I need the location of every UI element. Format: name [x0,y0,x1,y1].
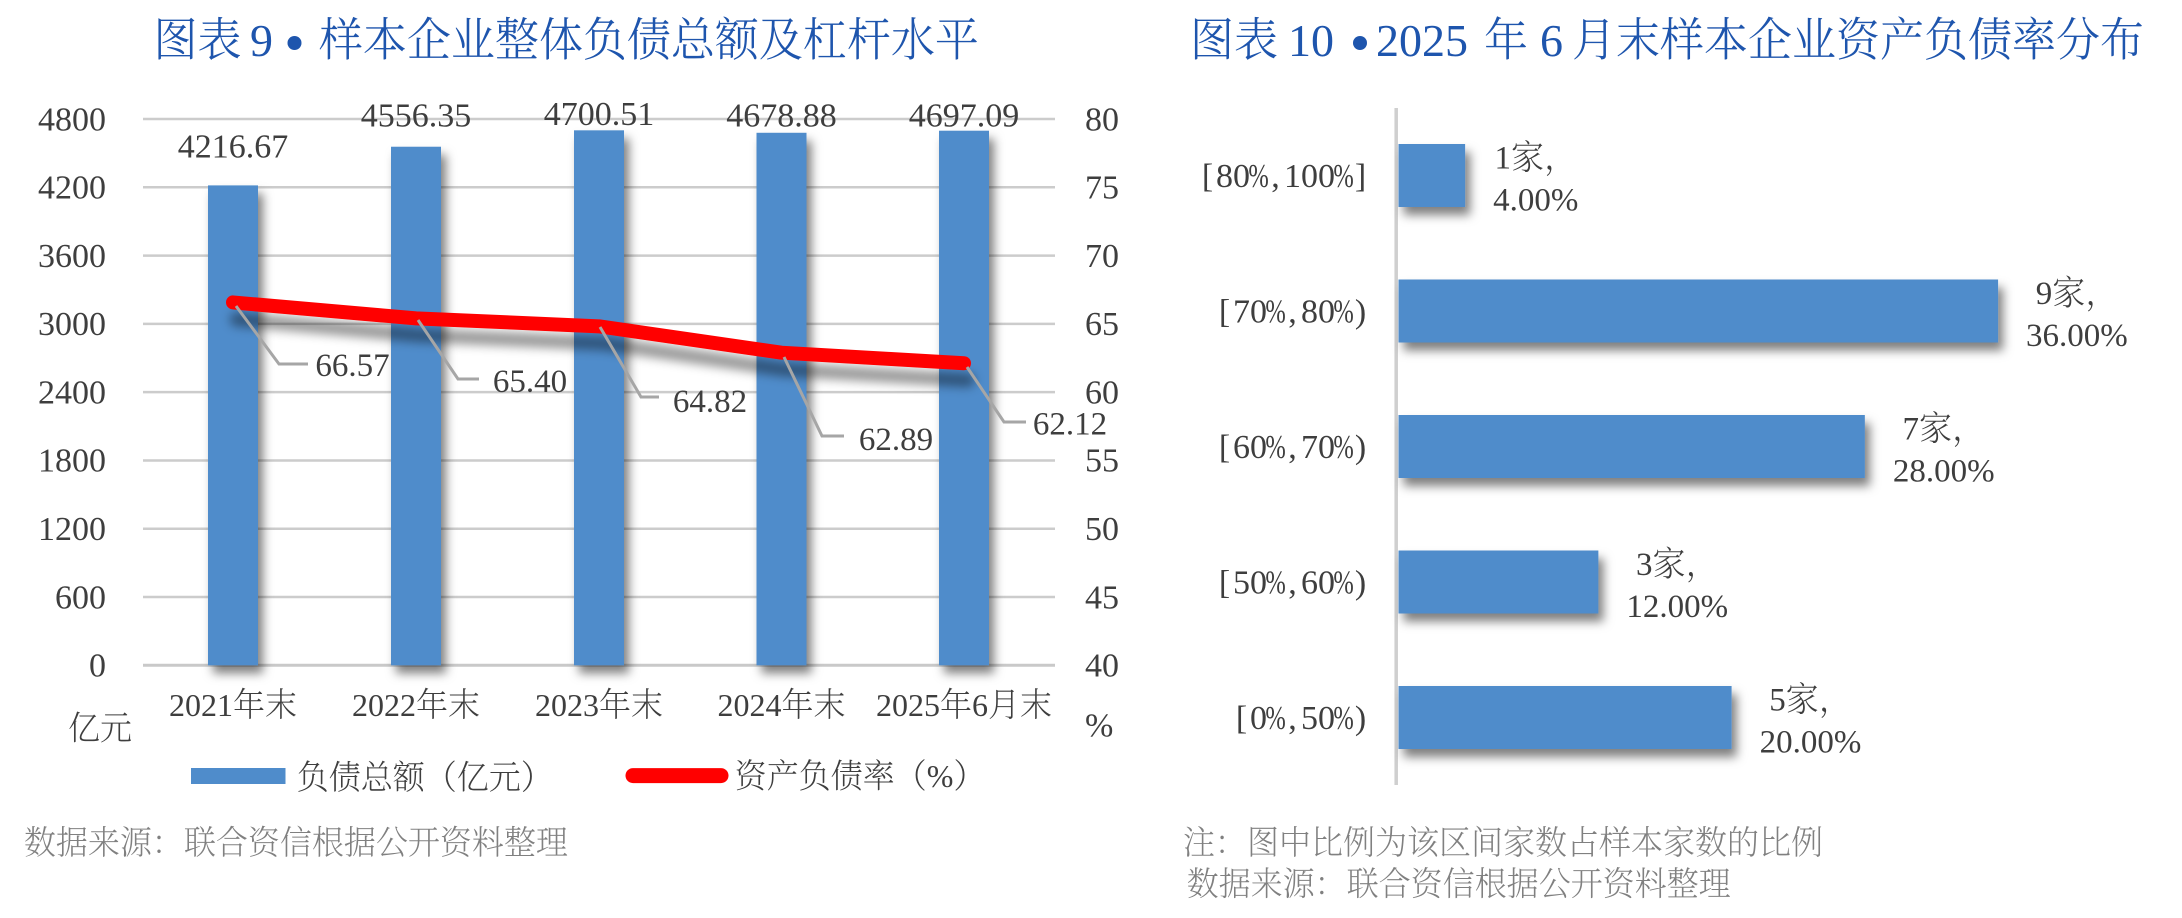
svg-text:[: [ [1219,564,1230,601]
svg-text:2025: 2025 [1376,15,1468,66]
svg-text:40: 40 [1085,648,1119,685]
svg-text:2400: 2400 [38,374,106,411]
svg-text:64.82: 64.82 [673,384,747,420]
svg-text:0: 0 [89,648,106,685]
svg-text:28.00%: 28.00% [1893,453,1995,489]
svg-text:%: % [1248,158,1268,195]
svg-text:6: 6 [1301,564,1318,601]
svg-text:6: 6 [1540,15,1563,66]
svg-text:,: , [1288,293,1297,330]
svg-text:80: 80 [1085,101,1119,138]
svg-text:]: ] [1355,158,1366,195]
svg-text:5: 5 [1301,700,1318,737]
svg-text:[: [ [1202,158,1213,195]
svg-text:,: , [1288,700,1297,737]
svg-text:2024: 2024 [718,687,782,723]
svg-text:62.89: 62.89 [859,422,933,458]
svg-text:): ) [1355,429,1366,466]
svg-text:%: % [927,758,954,794]
svg-text:%: % [1333,565,1353,602]
svg-text:%: % [1333,294,1353,331]
svg-text:4216.67: 4216.67 [178,128,289,165]
svg-text:55: 55 [1085,443,1119,480]
svg-text:%: % [1333,429,1353,466]
svg-text:0: 0 [1318,700,1335,737]
svg-text:0: 0 [1233,158,1250,195]
svg-text:[: [ [1219,293,1230,330]
svg-text:4200: 4200 [38,170,106,207]
svg-text:%: % [1333,700,1353,737]
svg-text:75: 75 [1085,170,1119,207]
svg-text:4.00%: 4.00% [1493,182,1578,218]
svg-text:20.00%: 20.00% [1760,724,1862,760]
svg-text:[: [ [1236,700,1247,737]
svg-text:12.00%: 12.00% [1626,589,1728,625]
svg-text:0: 0 [1250,293,1267,330]
svg-text:5: 5 [1233,564,1250,601]
svg-text:%: % [1085,707,1113,744]
svg-text:1200: 1200 [38,511,106,548]
svg-text:600: 600 [55,579,106,616]
svg-text:36.00%: 36.00% [2026,318,2128,354]
svg-text:0: 0 [1318,429,1335,466]
svg-text:2022: 2022 [352,687,416,723]
svg-text:3600: 3600 [38,238,106,275]
svg-text:7: 7 [1903,412,1920,448]
svg-text:45: 45 [1085,579,1119,616]
svg-text:3: 3 [1636,547,1653,583]
svg-text:): ) [1355,293,1366,330]
svg-text:[: [ [1219,429,1230,466]
svg-text:2023: 2023 [535,687,599,723]
svg-text:7: 7 [1233,293,1250,330]
svg-text:9: 9 [2036,276,2053,312]
svg-text:65: 65 [1085,306,1119,343]
svg-text:10: 10 [1288,15,1334,66]
svg-text:2021: 2021 [169,687,233,723]
svg-text:,: , [1271,158,1280,195]
svg-text:65.40: 65.40 [493,364,567,400]
svg-text:%: % [1333,158,1353,195]
svg-text:1: 1 [1495,141,1512,177]
svg-text:0: 0 [1250,700,1267,737]
svg-text:7: 7 [1301,429,1318,466]
svg-text:4678.88: 4678.88 [726,97,837,134]
svg-text:0: 0 [1318,564,1335,601]
svg-text:9: 9 [250,15,273,66]
svg-text:2025: 2025 [876,687,940,723]
svg-text:4800: 4800 [38,101,106,138]
svg-text:6: 6 [972,687,988,723]
svg-text:,: , [1288,429,1297,466]
svg-text:4556.35: 4556.35 [361,97,472,134]
svg-text:4697.09: 4697.09 [909,97,1020,134]
svg-text:8: 8 [1216,158,1233,195]
svg-text:50: 50 [1085,511,1119,548]
svg-text:0: 0 [1318,293,1335,330]
svg-text:5: 5 [1769,683,1786,719]
svg-text:0: 0 [1250,429,1267,466]
svg-text:70: 70 [1085,238,1119,275]
svg-text:): ) [1355,700,1366,737]
svg-text:0: 0 [1318,158,1335,195]
svg-text:60: 60 [1085,374,1119,411]
svg-text:66.57: 66.57 [315,348,389,384]
svg-text:): ) [1355,564,1366,601]
svg-text:%: % [1265,565,1285,602]
svg-text:,: , [1288,564,1297,601]
svg-text:%: % [1265,294,1285,331]
svg-text:1800: 1800 [38,443,106,480]
svg-text:62.12: 62.12 [1033,406,1107,442]
svg-text:0: 0 [1301,158,1318,195]
svg-text:6: 6 [1233,429,1250,466]
svg-text:%: % [1265,700,1285,737]
svg-text:4700.51: 4700.51 [544,96,655,133]
svg-text:1: 1 [1284,158,1301,195]
svg-text:3000: 3000 [38,306,106,343]
svg-text:8: 8 [1301,293,1318,330]
svg-text:%: % [1265,429,1285,466]
svg-text:0: 0 [1250,564,1267,601]
